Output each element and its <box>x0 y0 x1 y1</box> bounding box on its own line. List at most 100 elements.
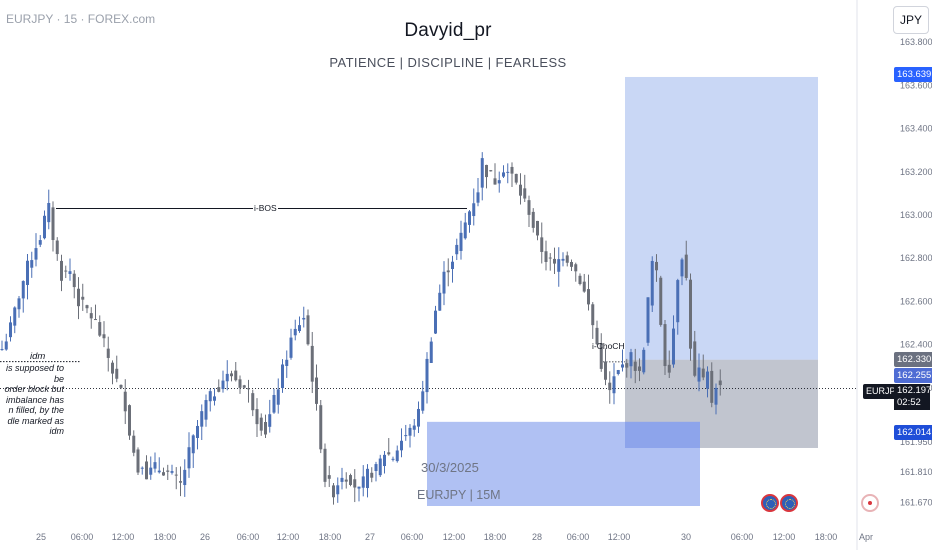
note-line: n filled, by the <box>8 405 64 415</box>
candle-body <box>106 348 110 358</box>
candle-body <box>383 454 386 467</box>
candle-body <box>582 281 586 292</box>
candle-body <box>272 394 276 413</box>
candle-body <box>353 479 357 488</box>
candle-body <box>506 171 510 173</box>
candle-body <box>13 307 17 326</box>
candle-body <box>510 166 514 174</box>
candle-body <box>247 388 250 390</box>
candle-body <box>476 192 480 203</box>
candle-body <box>94 319 97 321</box>
time-tick-label: 12:00 <box>112 532 135 542</box>
candle-body <box>417 408 420 427</box>
price-tick-label: 161.950 <box>900 437 932 447</box>
candle-body <box>548 257 552 259</box>
candle-body <box>451 261 454 269</box>
time-tick-label: 18:00 <box>319 532 342 542</box>
choch-label: i-ChoCH <box>592 341 625 351</box>
time-tick-label: 27 <box>365 532 375 542</box>
candle-body <box>455 244 459 255</box>
candle-body <box>191 435 195 454</box>
price-tick-label: 162.800 <box>900 253 932 263</box>
candle-body <box>642 349 646 373</box>
candle-body <box>697 367 701 382</box>
candle-series <box>0 152 722 505</box>
economic-event-icon[interactable] <box>861 494 879 512</box>
candle-body <box>442 271 446 294</box>
time-tick-label: 12:00 <box>608 532 631 542</box>
candle-body <box>553 258 556 264</box>
candle-body <box>395 450 399 462</box>
candle-body <box>336 485 340 495</box>
candle-body <box>536 220 539 236</box>
candle-body <box>587 289 590 305</box>
candle-body <box>170 471 174 473</box>
candle-body <box>519 184 522 196</box>
candle-body <box>9 322 12 338</box>
candle-body <box>34 248 38 260</box>
candle-body <box>366 468 369 489</box>
candle-body <box>264 422 267 435</box>
time-tick-label: 06:00 <box>567 532 590 542</box>
candle-body <box>391 458 395 460</box>
time-tick-label: 12:00 <box>773 532 796 542</box>
time-tick-label: 26 <box>200 532 210 542</box>
candle-body <box>459 232 463 251</box>
candle-body <box>646 297 650 343</box>
target-price-tag: 163.639 <box>894 67 932 82</box>
time-tick-label: 06:00 <box>71 532 94 542</box>
candle-body <box>136 449 140 473</box>
candle-body <box>689 279 692 349</box>
candle-body <box>55 240 59 255</box>
economic-event-icon[interactable] <box>780 494 798 512</box>
candle-body <box>132 435 136 453</box>
candle-body <box>340 477 344 482</box>
time-tick-label: 18:00 <box>484 532 507 542</box>
date-annotation: 30/3/2025 <box>421 460 479 475</box>
candle-body <box>60 260 63 281</box>
candle-body <box>650 260 654 306</box>
candle-body <box>81 296 85 300</box>
candle-body <box>523 188 527 199</box>
bos-label: i-BOS <box>253 203 278 213</box>
candle-body <box>421 391 425 411</box>
candle-body <box>625 363 629 368</box>
position-zones <box>427 76 818 506</box>
candle-body <box>123 391 127 412</box>
candle-body <box>213 396 216 401</box>
candle-body <box>344 479 348 482</box>
candle-body <box>370 472 374 478</box>
candle-body <box>149 467 153 475</box>
candle-body <box>672 328 675 365</box>
candle-body <box>4 341 8 350</box>
candle-body <box>102 334 106 339</box>
time-tick-label: 25 <box>36 532 46 542</box>
candle-body <box>485 164 488 178</box>
candle-body <box>174 474 178 476</box>
candle-body <box>115 368 119 379</box>
candle-body <box>323 448 327 482</box>
candle-body <box>514 173 518 183</box>
note-line: is supposed to be <box>5 363 64 384</box>
candle-body <box>387 452 391 455</box>
candle-body <box>153 462 157 469</box>
candle-body <box>425 358 429 393</box>
symbol-info: EURJPY · 15 · FOREX.com <box>6 12 156 26</box>
current-price-value: 162.197 <box>897 385 932 396</box>
economic-event-icon[interactable] <box>761 494 779 512</box>
candle-body <box>408 427 412 436</box>
candle-body <box>85 305 89 309</box>
candle-body <box>196 425 199 438</box>
candle-body <box>315 377 318 404</box>
price-tick-label: 162.600 <box>900 296 932 306</box>
candle-body <box>310 345 314 382</box>
candle-body <box>208 391 212 402</box>
price-tick-label: 163.000 <box>900 210 932 220</box>
candle-body <box>378 458 382 476</box>
candle-body <box>259 417 263 431</box>
candle-body <box>633 361 637 371</box>
candle-body <box>693 341 697 376</box>
currency-button[interactable]: JPY <box>893 6 929 34</box>
candle-body <box>157 470 161 473</box>
time-tick-label: 12:00 <box>277 532 300 542</box>
